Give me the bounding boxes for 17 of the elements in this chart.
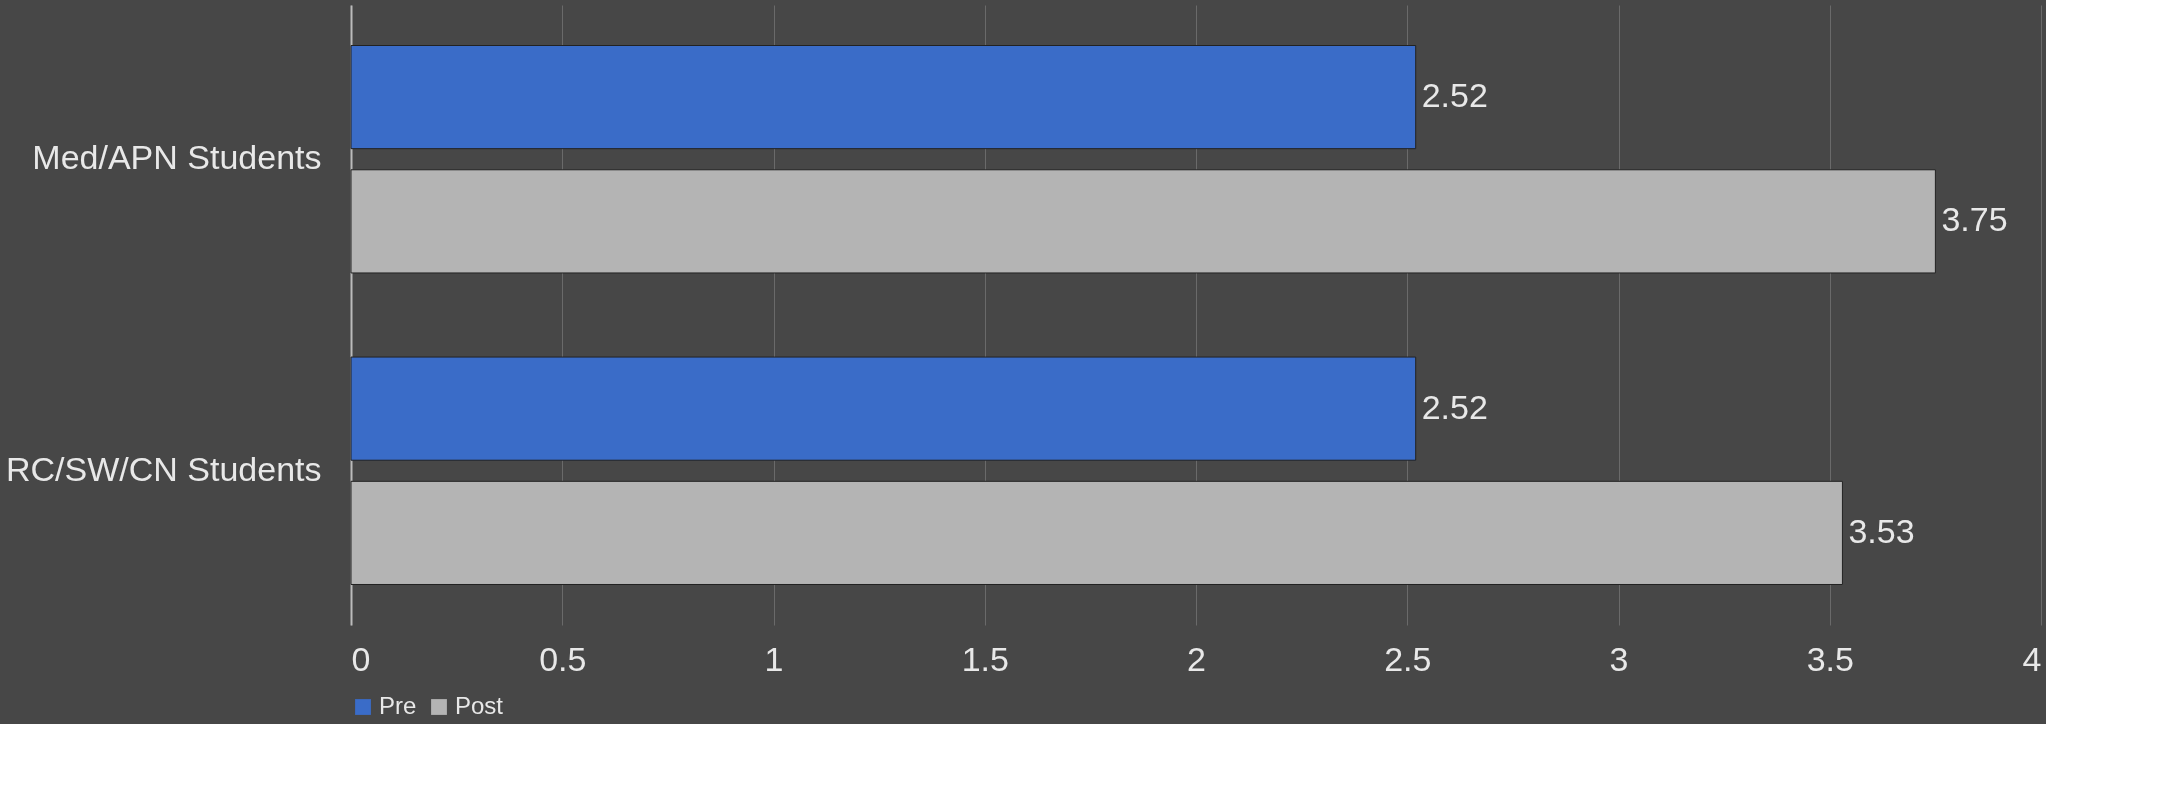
y-tick-label: Med/APN Students [32,138,322,177]
legend-label: Pre [379,692,417,719]
x-tick-label: 1.5 [961,639,1009,678]
data-label: 3.53 [1848,511,1915,550]
y-tick-label: RC/SW/CN Students [5,449,322,488]
x-tick-label: 4 [2022,639,2042,678]
x-tick-label: 3.5 [1806,639,1854,678]
x-tick-label: 0.5 [539,639,587,678]
x-tick-label: 0 [351,639,371,678]
data-label: 2.52 [1421,76,1488,115]
data-label: 3.75 [1941,200,2008,239]
x-tick-label: 2.5 [1384,639,1432,678]
x-tick-label: 1 [764,639,784,678]
x-tick-label: 2 [1187,639,1206,678]
x-tick-label: 3 [1609,639,1629,678]
legend-label: Post [455,692,504,719]
data-label: 2.52 [1421,387,1488,426]
